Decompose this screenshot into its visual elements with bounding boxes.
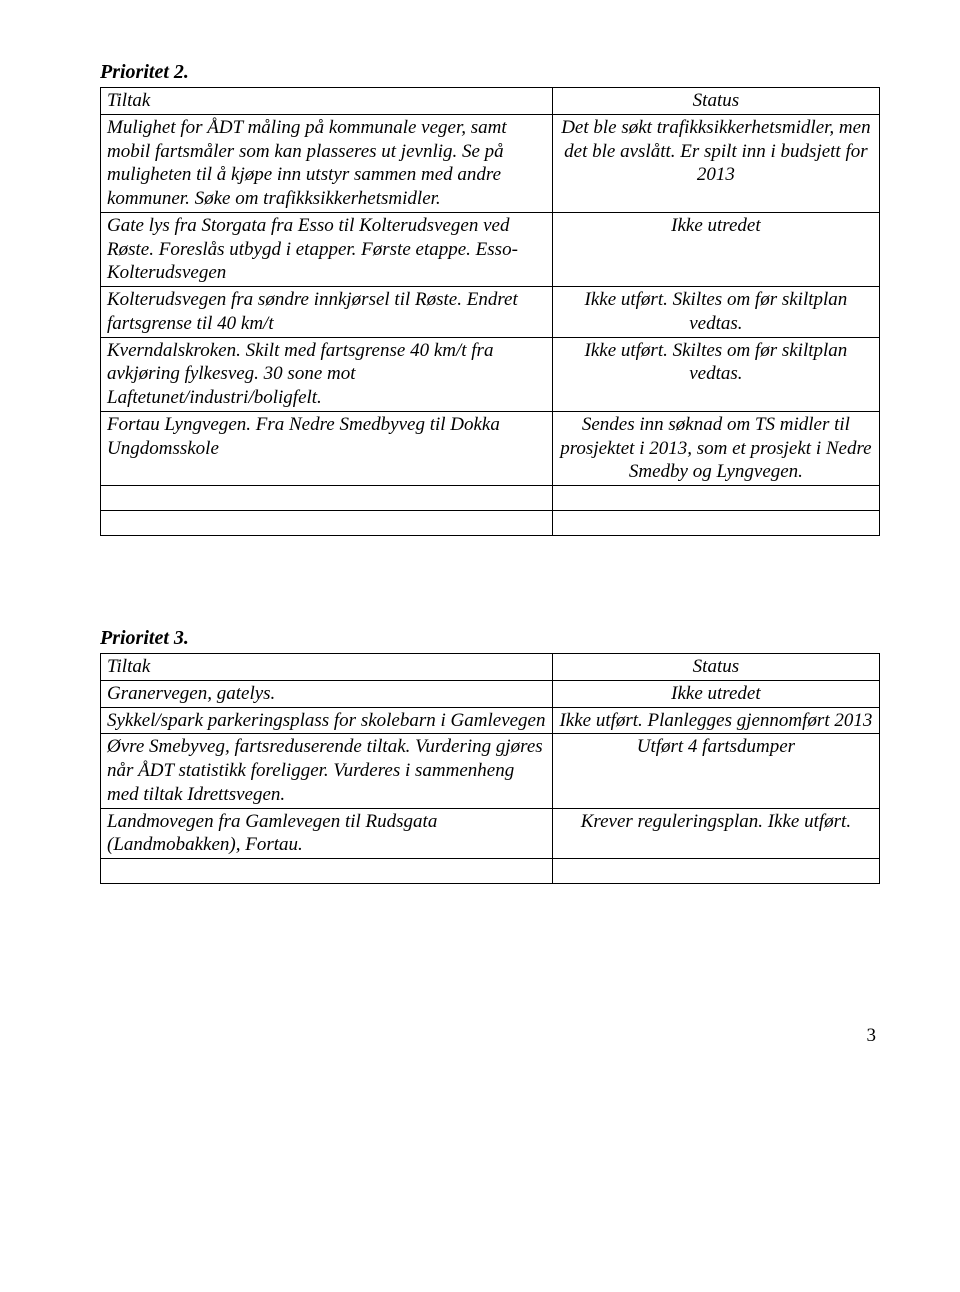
- cell-tiltak: Mulighet for ÅDT måling på kommunale veg…: [101, 114, 553, 212]
- section2-title: Prioritet 2.: [100, 60, 880, 85]
- cell-tiltak: Kolterudsvegen fra søndre innkjørsel til…: [101, 287, 553, 338]
- table-row-empty: [101, 486, 880, 511]
- cell-empty: [101, 859, 553, 884]
- cell-empty: [101, 486, 553, 511]
- table-prioritet-2: Tiltak Status Mulighet for ÅDT måling på…: [100, 87, 880, 536]
- cell-empty: [552, 859, 879, 884]
- cell-tiltak: Landmovegen fra Gamlevegen til Rudsgata …: [101, 808, 553, 859]
- cell-empty: [101, 511, 553, 536]
- cell-empty: [552, 511, 879, 536]
- cell-status: Ikke utført. Skiltes om før skiltplan ve…: [552, 337, 879, 411]
- table-row-empty: [101, 511, 880, 536]
- col-header-status: Status: [552, 88, 879, 115]
- cell-status: Ikke utredet: [552, 212, 879, 286]
- cell-tiltak: Sykkel/spark parkeringsplass for skoleba…: [101, 707, 553, 734]
- col-header-tiltak: Tiltak: [101, 88, 553, 115]
- cell-status: Ikke utført. Planlegges gjennomført 2013: [552, 707, 879, 734]
- cell-empty: [552, 486, 879, 511]
- table-row: Gate lys fra Storgata fra Esso til Kolte…: [101, 212, 880, 286]
- cell-status: Krever reguleringsplan. Ikke utført.: [552, 808, 879, 859]
- table-row: Fortau Lyngvegen. Fra Nedre Smedbyveg ti…: [101, 411, 880, 485]
- cell-status: Ikke utredet: [552, 680, 879, 707]
- page-number: 3: [100, 1024, 880, 1048]
- col-header-status: Status: [552, 654, 879, 681]
- table-row: Mulighet for ÅDT måling på kommunale veg…: [101, 114, 880, 212]
- cell-tiltak: Kverndalskroken. Skilt med fartsgrense 4…: [101, 337, 553, 411]
- table-row: Kolterudsvegen fra søndre innkjørsel til…: [101, 287, 880, 338]
- cell-tiltak: Øvre Smebyveg, fartsreduserende tiltak. …: [101, 734, 553, 808]
- cell-status: Ikke utført. Skiltes om før skiltplan ve…: [552, 287, 879, 338]
- cell-status: Utført 4 fartsdumper: [552, 734, 879, 808]
- cell-status: Det ble søkt trafikksikkerhetsmidler, me…: [552, 114, 879, 212]
- table-row-empty: [101, 859, 880, 884]
- section3-title: Prioritet 3.: [100, 626, 880, 651]
- table-row: Kverndalskroken. Skilt med fartsgrense 4…: [101, 337, 880, 411]
- cell-tiltak: Gate lys fra Storgata fra Esso til Kolte…: [101, 212, 553, 286]
- table-header-row: Tiltak Status: [101, 654, 880, 681]
- table-row: Sykkel/spark parkeringsplass for skoleba…: [101, 707, 880, 734]
- table-prioritet-3: Tiltak Status Granervegen, gatelys. Ikke…: [100, 653, 880, 884]
- table-header-row: Tiltak Status: [101, 88, 880, 115]
- col-header-tiltak: Tiltak: [101, 654, 553, 681]
- cell-status: Sendes inn søknad om TS midler til prosj…: [552, 411, 879, 485]
- table-row: Landmovegen fra Gamlevegen til Rudsgata …: [101, 808, 880, 859]
- cell-tiltak: Fortau Lyngvegen. Fra Nedre Smedbyveg ti…: [101, 411, 553, 485]
- table-row: Øvre Smebyveg, fartsreduserende tiltak. …: [101, 734, 880, 808]
- cell-tiltak: Granervegen, gatelys.: [101, 680, 553, 707]
- table-row: Granervegen, gatelys. Ikke utredet: [101, 680, 880, 707]
